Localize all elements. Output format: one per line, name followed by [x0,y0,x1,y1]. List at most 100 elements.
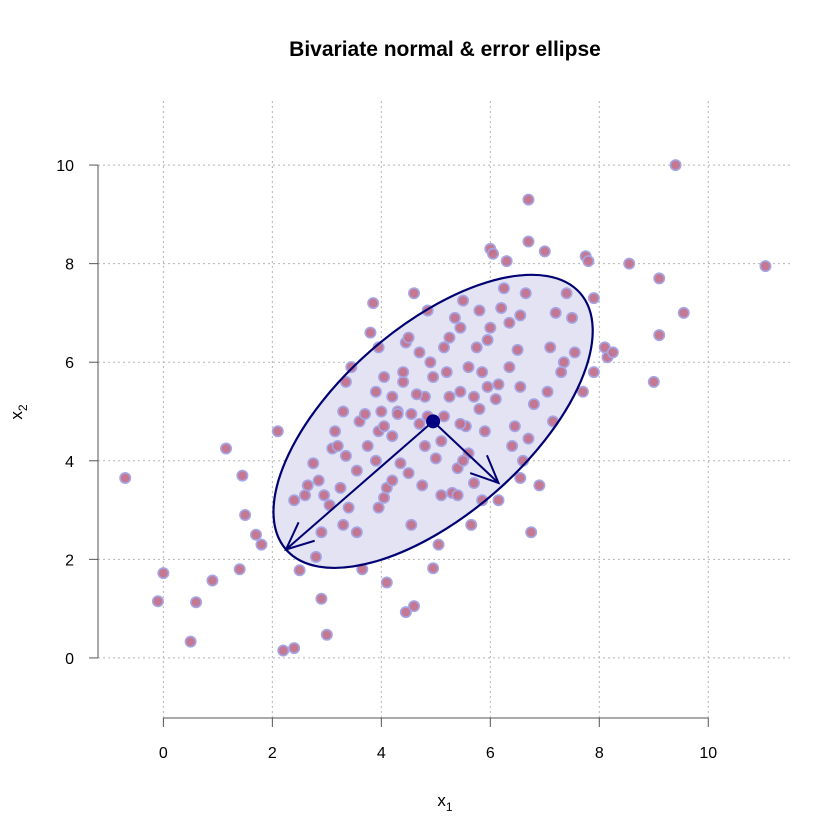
data-point [157,567,170,580]
data-point [402,467,415,480]
x-tick-label: 0 [159,745,168,762]
data-point [454,321,467,334]
data-point [497,282,510,295]
data-point [386,430,399,443]
data-point [318,489,331,502]
data-point [481,380,494,393]
data-point [544,341,557,354]
data-point [492,378,505,391]
x-tick-label: 8 [595,745,604,762]
data-point [481,334,494,347]
data-point [669,159,682,172]
data-point [492,494,505,507]
data-point [408,287,421,300]
data-point [538,245,551,258]
data-point [402,331,415,344]
y-tick-label: 8 [65,257,74,274]
data-point [339,449,352,462]
data-point [495,301,508,314]
y-tick-label: 2 [65,552,74,569]
data-point [582,255,595,268]
data-point [361,439,374,452]
data-point [443,390,456,403]
data-point [190,596,203,609]
data-point [293,564,306,577]
data-point [288,642,301,655]
data-point [623,257,636,270]
data-point [557,356,570,369]
data-point [380,576,393,589]
chart-title: Bivariate normal & error ellipse [289,38,601,61]
data-point [473,403,486,416]
data-point [239,508,252,521]
data-point [337,518,350,531]
data-point [500,255,513,268]
data-point [587,292,600,305]
data-point [405,407,418,420]
data-point [454,385,467,398]
data-point [759,260,772,273]
data-point [350,464,363,477]
data-point [410,388,423,401]
y-tick-label: 4 [65,454,74,471]
data-point [309,550,322,563]
data-point [467,390,480,403]
data-point [315,592,328,605]
data-point [299,489,312,502]
data-point [358,407,371,420]
data-point [467,476,480,489]
data-point [555,366,568,379]
data-point [315,526,328,539]
data-point [339,375,352,388]
data-point [386,390,399,403]
data-point [489,393,502,406]
data-point [448,311,461,324]
x-tick-label: 10 [699,745,717,762]
data-point [397,366,410,379]
data-point [413,346,426,359]
data-point [391,407,404,420]
data-point [527,398,540,411]
data-point [334,481,347,494]
data-point [184,635,197,648]
data-point [576,385,589,398]
data-point [677,306,690,319]
data-point [271,425,284,438]
data-point [424,356,437,369]
data-point [440,366,453,379]
data-point [312,474,325,487]
data-point [432,538,445,551]
data-point [375,405,388,418]
data-point [320,628,333,641]
data-point [435,489,448,502]
data-point [454,417,467,430]
data-point [378,491,391,504]
data-point [236,469,249,482]
data-point [435,435,448,448]
data-point [151,595,164,608]
data-point [337,405,350,418]
data-point [397,375,410,388]
data-point [345,361,358,374]
data-point [386,474,399,487]
data-point [369,385,382,398]
data-point [487,247,500,260]
data-point [331,439,344,452]
data-point [277,644,290,657]
data-point [220,442,233,455]
data-point [408,600,421,613]
data-point [465,518,478,531]
data-point [342,501,355,514]
data-point [457,294,470,307]
data-point [378,370,391,383]
data-point [478,425,491,438]
data-point [514,309,527,322]
x-axis-label: x1 [437,791,453,814]
ellipse-overlay [272,273,594,569]
data-point [587,366,600,379]
data-point [519,287,532,300]
data-point [206,574,219,587]
data-point [429,452,442,465]
data-point [647,375,660,388]
data-point [522,193,535,206]
